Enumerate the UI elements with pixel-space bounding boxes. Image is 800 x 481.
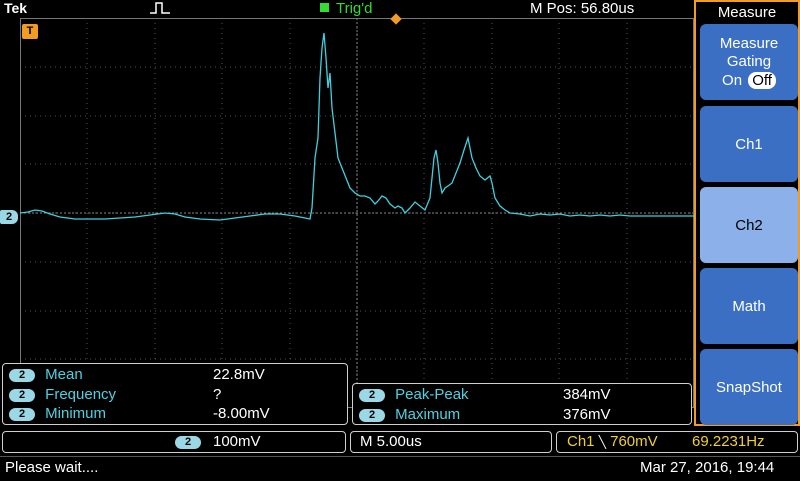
measurement-name: Mean xyxy=(45,366,83,383)
channel-badge: 2 xyxy=(359,408,385,422)
trigger-frequency: 69.2231Hz xyxy=(692,433,765,450)
menu-title: Measure xyxy=(717,4,777,21)
trigger-source: Ch1 ╲ 760mV xyxy=(567,433,658,450)
gating-off-label: Off xyxy=(748,72,776,89)
message-bar: Please wait.... Mar 27, 2016, 19:44 xyxy=(0,456,800,481)
brand-logo: Tek xyxy=(4,0,28,16)
measurements-panel-right: 2 Peak-Peak 384mV 2 Maximum 376mV xyxy=(352,383,692,425)
trigger-level-marker[interactable]: T xyxy=(22,24,38,39)
measurement-value: 22.8mV xyxy=(213,366,265,383)
channel-badge: 2 xyxy=(9,388,35,402)
status-message: Please wait.... xyxy=(5,459,99,476)
measurement-row: 2 Frequency xyxy=(9,386,116,403)
channel-badge: 2 xyxy=(175,436,201,449)
measurement-value: ? xyxy=(213,386,222,403)
top-status-bar: Tek Trig'd M Pos: 56.80us xyxy=(0,0,694,18)
trigger-info-box[interactable]: Ch1 ╲ 760mV 69.2231Hz xyxy=(556,431,798,453)
measurement-value: -8.00mV xyxy=(213,405,270,422)
ch2-ground-marker[interactable]: 2 xyxy=(0,210,18,224)
trigger-status-icon xyxy=(320,3,329,12)
menu-item-ch2[interactable]: Ch2 xyxy=(700,187,798,263)
graticule xyxy=(20,18,694,408)
measurement-row: 2 Peak-Peak xyxy=(359,386,469,403)
ch2-waveform xyxy=(20,32,694,221)
channel-scale-box[interactable]: 2 100mV xyxy=(2,431,346,453)
menu-item-math[interactable]: Math xyxy=(700,268,798,344)
trigger-status: Trig'd xyxy=(336,0,373,17)
measure-gating-button[interactable]: Measure Gating On Off xyxy=(700,24,798,100)
measurement-name: Peak-Peak xyxy=(395,386,469,403)
waveform-display[interactable] xyxy=(20,18,694,408)
date-time: Mar 27, 2016, 19:44 xyxy=(640,459,775,476)
menu-item-ch1[interactable]: Ch1 xyxy=(700,106,798,182)
timebase-box[interactable]: M 5.00us xyxy=(350,431,552,453)
measure-side-menu: Measure Measure Gating On Off Ch1 Ch2 Ma… xyxy=(694,0,800,426)
measurement-row: 2 Mean xyxy=(9,366,83,383)
measurement-row: 2 Minimum xyxy=(9,405,106,422)
menu-item-snapshot[interactable]: SnapShot xyxy=(700,349,798,425)
measure-gating-label: Measure Gating xyxy=(719,35,779,70)
measurement-name: Frequency xyxy=(45,386,117,403)
volts-per-div: 100mV xyxy=(213,433,261,450)
channel-badge: 2 xyxy=(9,407,35,421)
measurement-value: 384mV xyxy=(563,386,611,403)
trigger-pulse-icon xyxy=(150,2,170,14)
channel-badge: 2 xyxy=(9,368,35,382)
falling-edge-icon: ╲ xyxy=(598,435,606,449)
measurement-name: Minimum xyxy=(45,405,107,422)
channel-badge: 2 xyxy=(359,388,385,402)
measurement-value: 376mV xyxy=(563,406,611,423)
measurements-panel-left: 2 Mean 22.8mV 2 Frequency ? 2 Minimum -8… xyxy=(2,363,348,425)
measurement-name: Maximum xyxy=(395,406,461,423)
measurement-row: 2 Maximum xyxy=(359,406,460,423)
gating-on-label: On xyxy=(722,72,743,89)
horizontal-position: M Pos: 56.80us xyxy=(530,0,635,17)
timebase-value: M 5.00us xyxy=(360,433,422,450)
